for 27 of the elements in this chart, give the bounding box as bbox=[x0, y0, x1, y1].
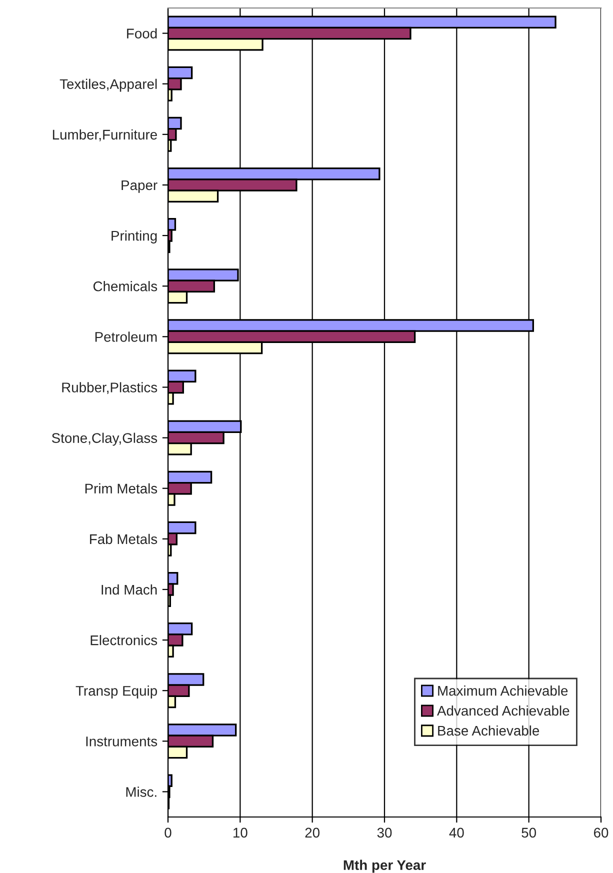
legend-label: Base Achievable bbox=[438, 725, 540, 736]
y-tick-label: Stone,Clay,Glass bbox=[52, 432, 158, 446]
x-tick-label: 0 bbox=[164, 828, 172, 838]
y-tick-label: Misc. bbox=[126, 786, 156, 797]
x-tick-label: 10 bbox=[234, 828, 248, 838]
y-tick-label: Food bbox=[127, 28, 157, 38]
y-tick-label: Instruments bbox=[86, 736, 158, 746]
y-tick-label: Electronics bbox=[90, 635, 158, 646]
legend-label: Maximum Achievable bbox=[438, 686, 568, 696]
y-tick-label: Chemicals bbox=[93, 281, 158, 292]
y-tick-label: Textiles,Apparel bbox=[60, 78, 157, 92]
legend-label: Advanced Achievable bbox=[437, 705, 570, 716]
y-tick-label: Lumber,Furniture bbox=[52, 129, 157, 142]
y-tick-label: Paper bbox=[122, 180, 158, 193]
x-tick-label: 50 bbox=[522, 828, 536, 838]
x-tick-label: 20 bbox=[305, 828, 320, 838]
x-tick-label: 60 bbox=[594, 828, 608, 838]
y-tick-label: Fab Metals bbox=[90, 534, 158, 544]
x-axis-title: Mth per Year bbox=[344, 860, 426, 873]
y-tick-label: Rubber,Plastics bbox=[62, 382, 158, 394]
y-tick-label: Ind Mach bbox=[102, 584, 157, 595]
y-tick-label: Printing bbox=[112, 230, 157, 244]
y-tick-label: Prim Metals bbox=[85, 483, 158, 494]
y-tick-label: Transp Equip bbox=[76, 686, 158, 699]
y-tick-label: Petroleum bbox=[95, 332, 157, 342]
x-tick-label: 40 bbox=[449, 828, 464, 838]
x-tick-label: 30 bbox=[377, 828, 392, 838]
